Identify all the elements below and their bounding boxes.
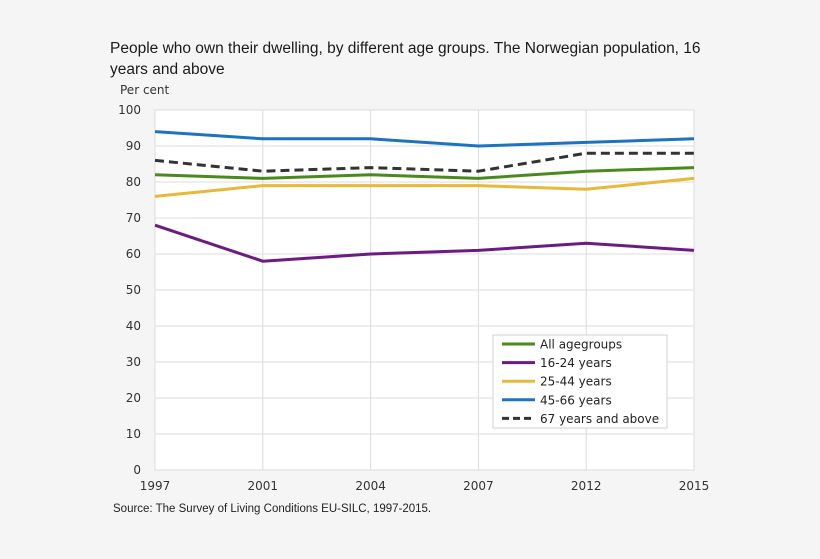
x-tick-label: 2001 [248, 479, 279, 493]
series-line-67-years-and-above [154, 151, 694, 173]
source-note: Source: The Survey of Living Conditions … [113, 503, 432, 515]
legend: All agegroups 16-24 years 25-44 years 45-66… [492, 334, 668, 429]
y-tick-label: 0 [133, 463, 141, 477]
chart-title: People who own their dwelling, by differ… [110, 40, 701, 78]
x-tick-label: 2007 [463, 479, 494, 493]
x-tick-label: 1997 [140, 479, 171, 493]
x-tick-label: 2004 [355, 479, 386, 493]
series-line-16-24-years [154, 223, 695, 263]
legend-label: 45-66 years [540, 393, 612, 407]
legend-label: 16-24 years [540, 356, 612, 370]
x-axis-ticks: 1997 2001 2004 2007 2012 2015 [140, 479, 710, 493]
y-axis-label: Per cent [120, 83, 170, 97]
series-line-25-44-years [154, 176, 695, 198]
series-lines [154, 130, 695, 263]
y-tick-label: 50 [126, 283, 141, 297]
y-tick-label: 20 [126, 391, 141, 405]
y-axis-ticks: 0 10 20 30 40 50 60 70 80 90 100 [118, 103, 141, 477]
y-tick-label: 100 [118, 103, 141, 117]
y-tick-label: 60 [126, 247, 141, 261]
y-tick-label: 90 [126, 139, 141, 153]
x-tick-label: 2012 [571, 479, 602, 493]
series-line-45-66-years [154, 130, 695, 148]
y-tick-label: 70 [126, 211, 141, 225]
series-line-all-agegroups [154, 166, 695, 180]
x-tick-label: 2015 [679, 479, 710, 493]
y-tick-label: 10 [126, 427, 141, 441]
y-tick-label: 40 [126, 319, 141, 333]
legend-label: 67 years and above [540, 412, 659, 426]
y-tick-label: 30 [126, 355, 141, 369]
legend-label: 25-44 years [540, 375, 612, 389]
y-tick-label: 80 [126, 175, 141, 189]
legend-label: All agegroups [540, 338, 622, 352]
